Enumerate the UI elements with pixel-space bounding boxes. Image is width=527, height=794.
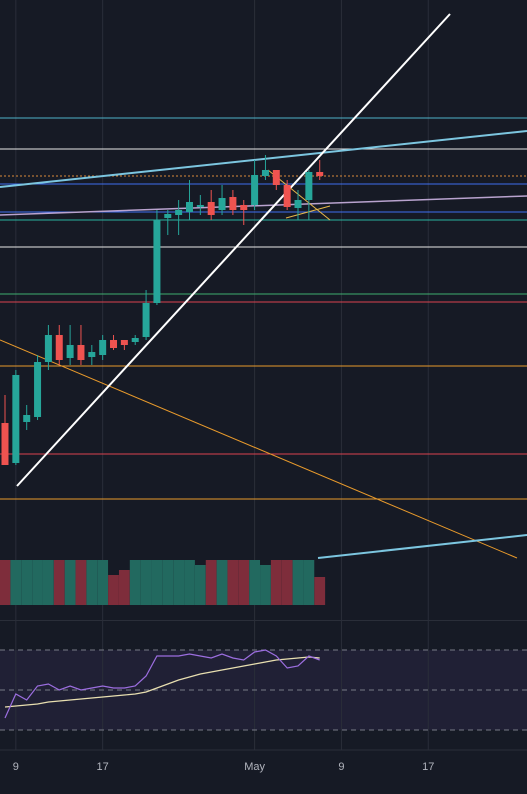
trend-line [16, 13, 451, 487]
candle-body [294, 200, 302, 208]
trend-line [317, 534, 527, 559]
trend-line [0, 130, 527, 188]
candle-body [185, 202, 193, 212]
candle-body [44, 335, 52, 362]
volume-bar [270, 560, 282, 605]
candle-body [142, 303, 150, 337]
x-tick-label: 9 [13, 761, 19, 773]
volume-bar [292, 560, 304, 605]
rsi-line [4, 649, 320, 719]
x-tick-label: 9 [338, 761, 344, 773]
volume-bar [53, 560, 65, 605]
volume-bar [162, 560, 174, 605]
candle-body [12, 375, 20, 463]
candle-body [66, 345, 74, 358]
candle-body [77, 345, 85, 360]
candle-body [240, 205, 248, 210]
candle-body [229, 197, 237, 210]
volume-bar [108, 575, 119, 605]
candle-body [55, 335, 63, 360]
candle-body [218, 198, 226, 210]
pane-divider [0, 620, 527, 621]
candle-body [196, 205, 204, 207]
candle-body [261, 170, 269, 176]
volume-bar [32, 560, 43, 605]
volume-bar [43, 560, 54, 605]
volume-bar [21, 560, 33, 605]
volume-bar [249, 560, 261, 605]
volume-bar [227, 560, 239, 605]
volume-bar [173, 560, 185, 605]
candle-body [88, 352, 96, 357]
candle-body [131, 338, 139, 342]
volume-bar [216, 560, 228, 605]
volume-bar [205, 560, 217, 605]
candle-body [164, 214, 172, 218]
x-tick-label: 17 [422, 761, 434, 773]
candle-body [207, 202, 215, 215]
candle-body [34, 362, 42, 417]
volume-bar [118, 570, 130, 605]
volume-bar [64, 560, 76, 605]
price-levels [0, 13, 527, 559]
volume-bar [0, 560, 11, 605]
trend-line [0, 339, 518, 559]
volume-bar [151, 560, 163, 605]
candle-body [153, 220, 161, 303]
rsi-ma-line [4, 656, 320, 708]
volume-bar [97, 560, 109, 605]
volume-bar [184, 560, 195, 605]
volume-bar [238, 560, 250, 605]
x-axis-area [0, 750, 527, 794]
candle-body [251, 175, 259, 205]
volume-bar [10, 560, 22, 605]
x-tick-label: 17 [97, 761, 109, 773]
candle-body [120, 340, 128, 345]
candle-body [99, 340, 107, 355]
volume-bar [194, 565, 206, 605]
candle-body [110, 340, 118, 348]
trend-line [0, 195, 527, 216]
volume-bar [281, 560, 293, 605]
volume-bar [140, 560, 152, 605]
volume-bar [260, 565, 271, 605]
trend-line [285, 205, 331, 219]
volume-bar [86, 560, 98, 605]
candle-body [305, 172, 313, 200]
volume-bar [314, 577, 326, 605]
candle-body [1, 423, 9, 465]
candle-body [283, 185, 291, 207]
candle-body [175, 210, 183, 215]
volume-bar [303, 560, 315, 605]
candle-body [272, 170, 280, 185]
candle-body [316, 172, 324, 176]
candle-body [23, 415, 31, 422]
volume-bar [129, 560, 141, 605]
x-tick-label: May [244, 761, 265, 773]
volume-bar [75, 560, 87, 605]
